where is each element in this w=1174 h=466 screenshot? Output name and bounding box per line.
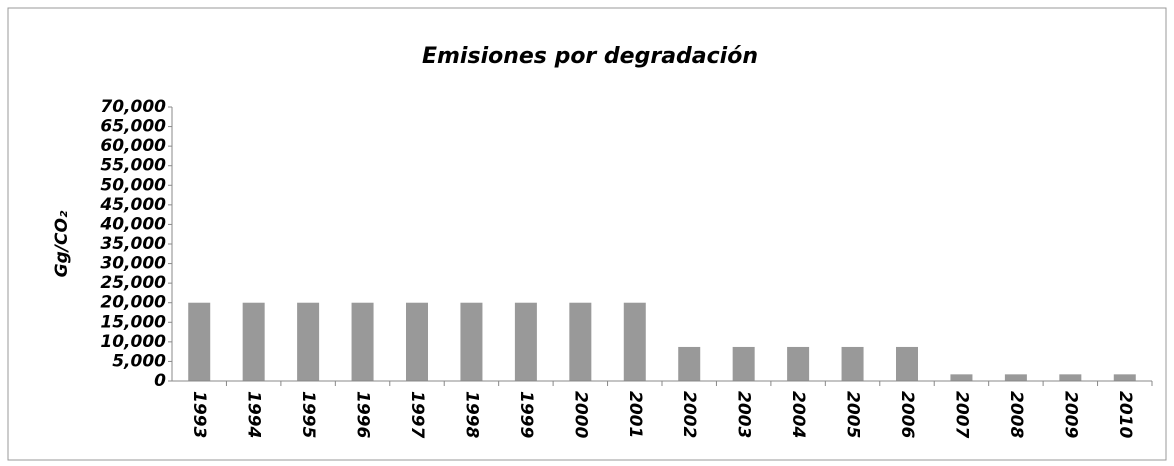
y-tick-label: 25,000 — [100, 273, 166, 293]
x-tick-label: 2007 — [951, 391, 971, 438]
y-tick-label: 50,000 — [100, 175, 166, 195]
bar — [242, 302, 265, 381]
bar — [623, 302, 646, 381]
x-tick-label: 2002 — [679, 391, 699, 438]
y-tick-label: 40,000 — [99, 214, 166, 234]
y-tick-label: 15,000 — [100, 312, 166, 332]
bar — [1113, 374, 1136, 381]
x-tick-label: 2009 — [1060, 391, 1080, 438]
x-tick-label: 1994 — [244, 391, 264, 438]
x-tick-label: 1999 — [516, 391, 536, 438]
bar — [787, 346, 810, 381]
x-tick-label: 1996 — [353, 391, 373, 438]
bar — [896, 346, 918, 381]
x-tick-label: 1993 — [189, 391, 209, 438]
y-tick-label: 10,000 — [100, 332, 166, 352]
bar — [188, 302, 211, 381]
y-tick-label: 60,000 — [100, 136, 166, 156]
bar — [841, 346, 864, 381]
chart-frame — [7, 7, 1167, 461]
y-tick-label: 0 — [154, 371, 166, 391]
y-axis-label: Gg/CO₂ — [52, 210, 72, 277]
x-tick-label: 2000 — [570, 391, 590, 438]
y-tick-label: 5,000 — [112, 351, 166, 371]
bar — [678, 346, 701, 381]
x-tick-label: 2005 — [843, 391, 863, 438]
y-tick-label: 55,000 — [100, 156, 166, 176]
bar — [569, 302, 592, 381]
y-tick-label: 70,000 — [100, 97, 166, 117]
x-tick-label: 2008 — [1006, 391, 1026, 438]
bar — [351, 302, 374, 381]
x-tick-label: 1997 — [407, 391, 427, 438]
x-tick-label: 1998 — [461, 391, 481, 438]
y-tick-label: 20,000 — [100, 293, 166, 313]
x-tick-label: 2006 — [897, 391, 917, 438]
bar — [950, 374, 973, 381]
y-tick-label: 30,000 — [100, 254, 166, 274]
bar — [460, 302, 483, 381]
x-tick-label: 2003 — [734, 391, 754, 438]
x-tick-label: 2010 — [1115, 391, 1135, 438]
bar — [1004, 374, 1027, 381]
x-tick-label: 2001 — [625, 391, 645, 438]
bar — [514, 302, 537, 381]
x-tick-label: 1995 — [298, 391, 318, 438]
y-tick-label: 45,000 — [99, 195, 166, 215]
y-tick-label: 35,000 — [100, 234, 166, 254]
y-tick-label: 65,000 — [100, 117, 166, 137]
bar — [1059, 374, 1082, 381]
bar — [406, 302, 428, 381]
x-tick-label: 2004 — [788, 391, 808, 438]
chart-title: Emisiones por degradación — [422, 44, 758, 69]
bar — [732, 346, 755, 381]
bar — [297, 302, 320, 381]
